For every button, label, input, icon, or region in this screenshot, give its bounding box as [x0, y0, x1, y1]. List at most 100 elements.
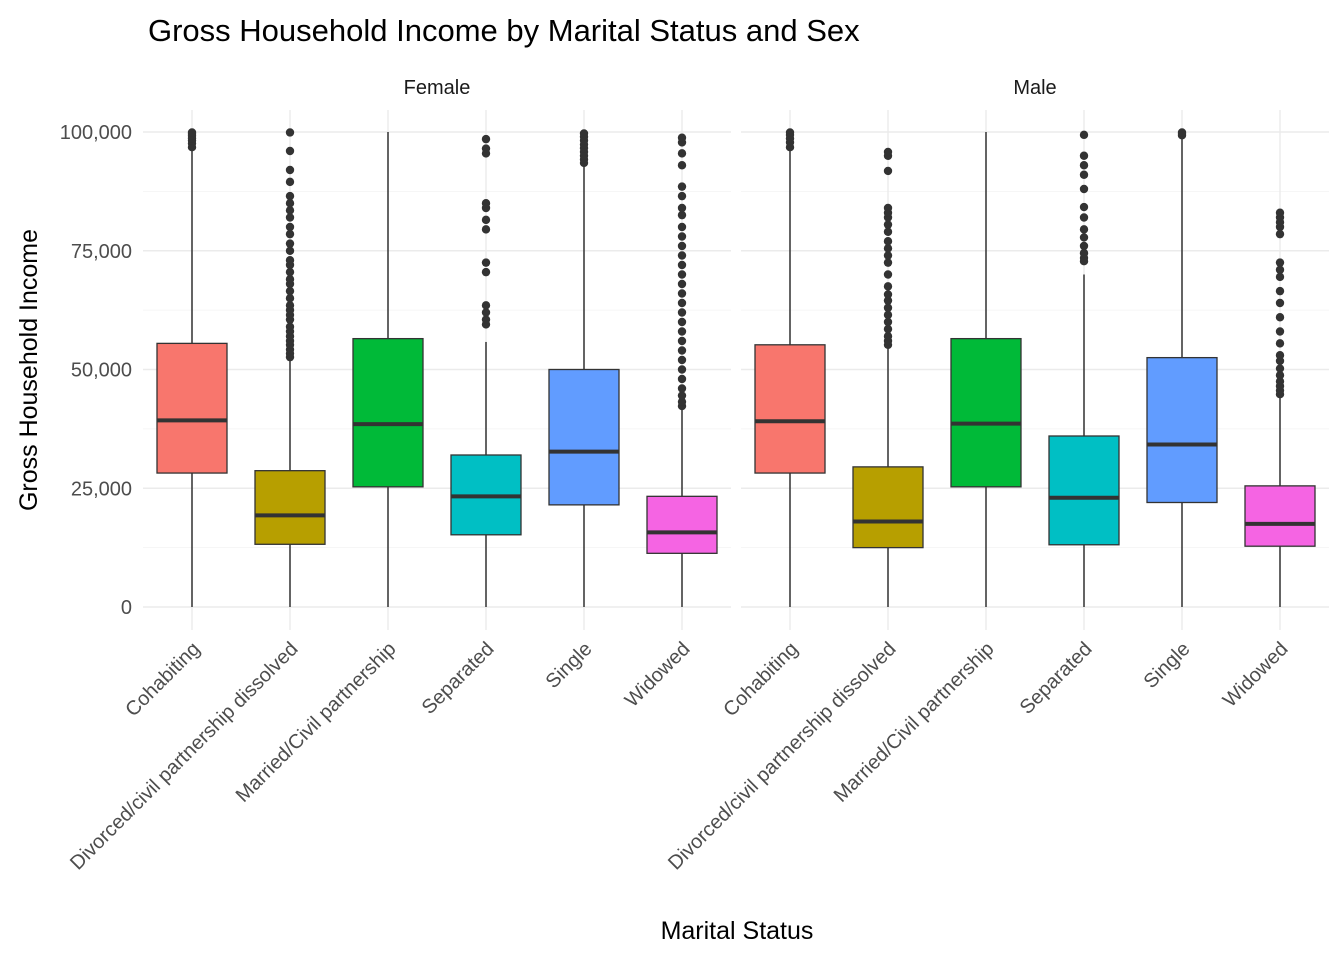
outlier-point: [481, 225, 491, 234]
outlier-point: [1079, 184, 1089, 194]
outlier-point: [1079, 161, 1089, 170]
outlier-point: [677, 210, 687, 220]
boxplot-group: [254, 128, 326, 607]
outlier-point: [677, 260, 687, 270]
x-tick-label: Single: [542, 638, 597, 693]
outlier-point: [1275, 351, 1285, 360]
outlier-point: [677, 232, 687, 241]
y-tick-label: 25,000: [71, 478, 132, 500]
outlier-point: [1275, 272, 1285, 282]
outlier-point: [883, 203, 893, 213]
outlier-point: [481, 258, 491, 267]
outlier-point: [481, 267, 491, 277]
box-iqr: [352, 337, 424, 488]
outlier-point: [1275, 229, 1285, 239]
boxplot-group: [450, 134, 522, 607]
outlier-point: [677, 203, 687, 213]
x-tick-label: Widowed: [621, 638, 695, 712]
x-axis-title: Marital Status: [661, 917, 814, 945]
outlier-point: [481, 134, 491, 144]
outlier-point: [481, 308, 491, 317]
outlier-point: [677, 161, 687, 170]
boxplot-group: [754, 128, 826, 607]
facet-label: Male: [1013, 77, 1056, 99]
outlier-point: [1275, 364, 1285, 373]
outlier-point: [187, 128, 197, 137]
outlier-point: [285, 165, 295, 175]
box-iqr: [156, 342, 228, 474]
outlier-point: [579, 129, 589, 138]
outlier-point: [677, 336, 687, 346]
outlier-point: [1079, 213, 1089, 222]
boxplot-group: [156, 128, 228, 607]
outlier-point: [1079, 202, 1089, 212]
outlier-point: [285, 294, 295, 303]
y-tick-label: 100,000: [60, 122, 132, 144]
y-tick-label: 75,000: [71, 241, 132, 263]
outlier-point: [1275, 339, 1285, 348]
outlier-point: [883, 258, 893, 267]
box-iqr: [950, 337, 1022, 488]
x-tick-label: Widowed: [1219, 638, 1293, 712]
outlier-point: [1275, 286, 1285, 296]
outlier-point: [285, 177, 295, 187]
outlier-point: [883, 310, 893, 320]
outlier-point: [481, 199, 491, 208]
outlier-point: [285, 128, 295, 137]
outlier-point: [677, 279, 687, 289]
outlier-point: [1177, 128, 1187, 137]
facet-label: Female: [404, 77, 471, 99]
outlier-point: [1079, 151, 1089, 160]
x-tick-label: Separated: [418, 638, 499, 719]
outlier-point: [285, 239, 295, 248]
chart-title: Gross Household Income by Marital Status…: [148, 13, 860, 48]
outlier-point: [677, 289, 687, 298]
outlier-point: [677, 346, 687, 355]
outlier-point: [883, 270, 893, 279]
outlier-point: [1275, 298, 1285, 308]
y-tick-label: 50,000: [71, 360, 132, 382]
box-iqr: [1244, 485, 1316, 547]
outlier-point: [285, 229, 295, 239]
box-iqr: [1146, 356, 1218, 504]
boxplot-group: [852, 147, 924, 607]
box-iqr: [852, 466, 924, 549]
box-iqr: [646, 495, 718, 554]
outlier-point: [677, 391, 687, 400]
outlier-point: [285, 301, 295, 310]
outlier-point: [481, 315, 491, 324]
outlier-point: [677, 251, 687, 260]
outlier-point: [677, 222, 687, 232]
y-axis-title: Gross Household Income: [15, 229, 43, 511]
outlier-point: [481, 144, 491, 153]
x-tick-label: Separated: [1016, 638, 1097, 719]
outlier-point: [1275, 208, 1285, 217]
outlier-point: [1275, 327, 1285, 336]
outlier-point: [883, 166, 893, 176]
outlier-point: [883, 296, 893, 305]
outlier-point: [677, 374, 687, 384]
outlier-point: [285, 199, 295, 208]
outlier-point: [883, 317, 893, 327]
outlier-point: [883, 147, 893, 157]
outlier-point: [285, 191, 295, 201]
outlier-point: [285, 256, 295, 265]
outlier-point: [677, 270, 687, 279]
outlier-point: [1275, 377, 1285, 386]
outlier-point: [1079, 170, 1089, 179]
outlier-point: [285, 267, 295, 277]
outlier-point: [1079, 248, 1089, 258]
outlier-point: [677, 397, 687, 406]
box-iqr: [548, 368, 620, 506]
outlier-point: [883, 332, 893, 341]
box-iqr: [1048, 435, 1120, 546]
boxplot-group: [1048, 130, 1120, 607]
x-tick-label: Single: [1140, 638, 1195, 693]
outlier-point: [883, 237, 893, 246]
outlier-point: [883, 220, 893, 229]
outlier-point: [677, 384, 687, 393]
boxplot-group: [950, 132, 1022, 607]
outlier-point: [677, 241, 687, 251]
x-tick-label: Cohabiting: [121, 638, 204, 721]
